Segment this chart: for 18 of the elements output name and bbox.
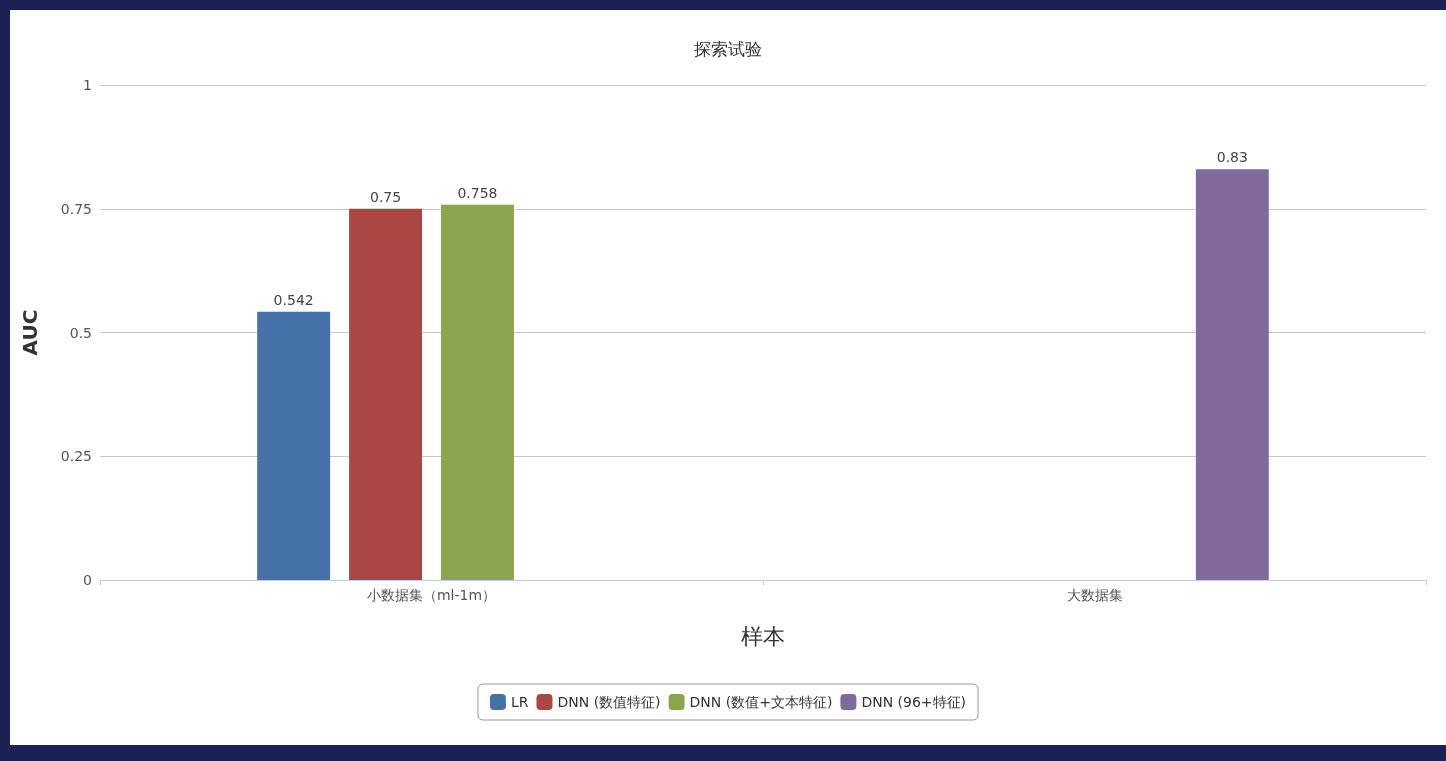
data-label: 0.83 xyxy=(1216,149,1248,166)
legend-label: DNN (数值特征) xyxy=(557,694,661,710)
y-tick-label: 0.75 xyxy=(60,200,92,217)
data-label: 0.75 xyxy=(369,188,402,205)
chart-title: 探索试验 xyxy=(694,38,762,59)
x-tick-label: 大数据集 xyxy=(1066,587,1123,603)
x-tick-label: 小数据集（ml-1m） xyxy=(366,587,497,603)
y-tick-label: 0.25 xyxy=(60,448,92,465)
legend-label: DNN (数值+文本特征) xyxy=(689,694,833,710)
legend-label: LR xyxy=(510,694,529,710)
data-label: 0.758 xyxy=(457,184,498,201)
x-axis-title: 样本 xyxy=(741,623,785,649)
y-axis-title: AUC xyxy=(18,309,42,356)
y-tick-label: 0 xyxy=(83,572,92,588)
y-tick-label: 0.5 xyxy=(69,324,92,341)
legend-label: DNN (96+特征) xyxy=(861,694,967,710)
y-tick-label: 1 xyxy=(83,77,92,93)
data-label: 0.542 xyxy=(273,291,314,308)
